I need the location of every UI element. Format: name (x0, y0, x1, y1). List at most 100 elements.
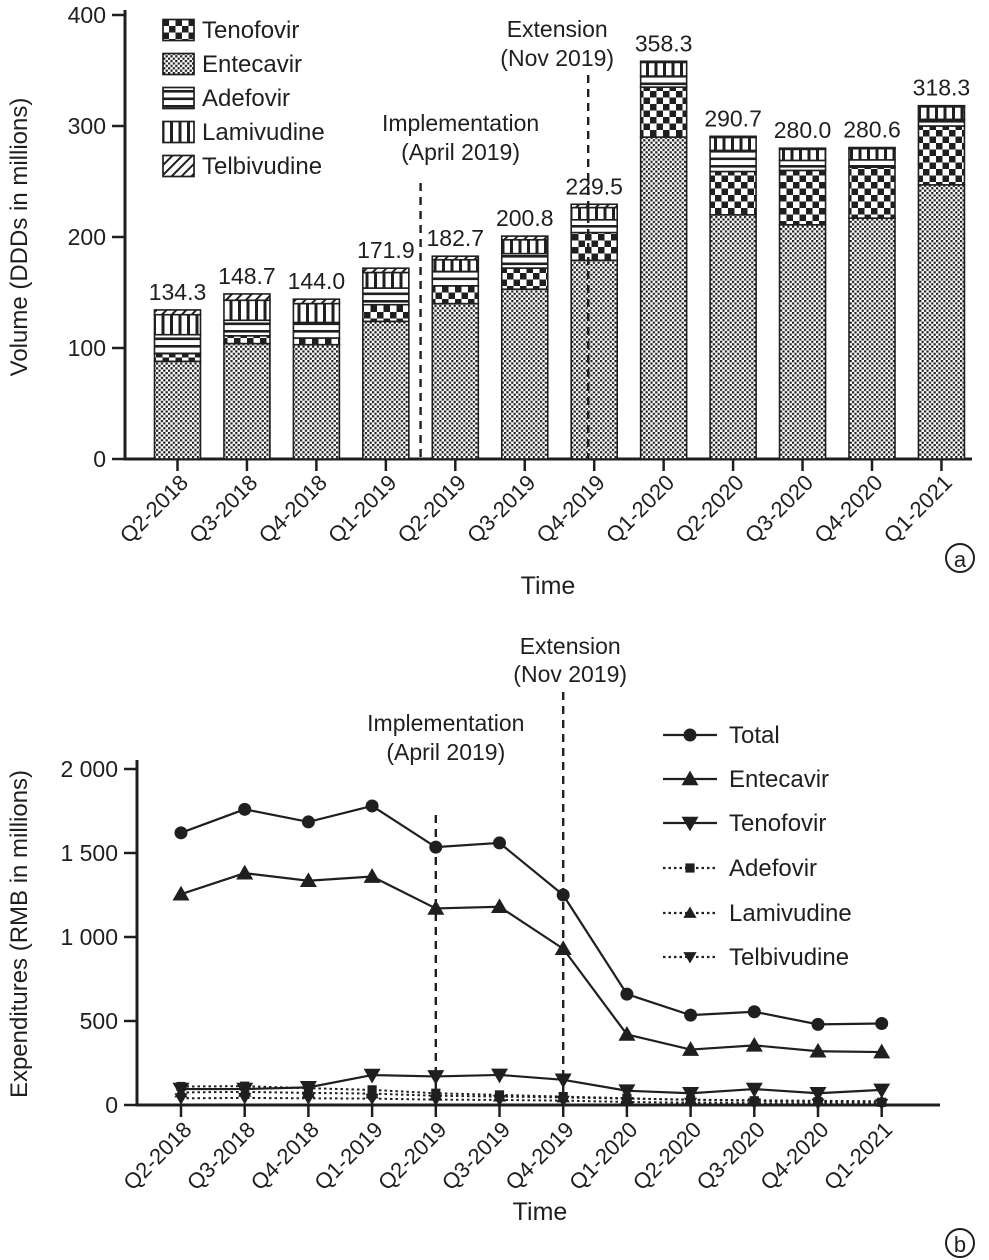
annotation-text: Extension (520, 633, 621, 659)
panel-label-a: a (945, 543, 975, 573)
bar-segment-telbivudine (917, 104, 966, 108)
bar-segment-telbivudine (778, 147, 827, 151)
bar-Q4-2020 (848, 146, 896, 460)
bar-total-label: 134.3 (149, 279, 207, 305)
bar-total-label: 280.0 (774, 117, 832, 143)
y-tick-label: 500 (80, 1008, 118, 1034)
y-axis-title: Volume (DDDs in millions) (6, 98, 33, 377)
bar-segment-tenofovir (223, 334, 271, 345)
bar-segment-adefovir (709, 149, 757, 173)
x-tick-label: Q1-2021 (879, 470, 957, 548)
bar-total-label: 200.8 (496, 205, 554, 231)
bar-segment-lamivudine (500, 238, 549, 255)
bar-segment-lamivudine (709, 136, 757, 152)
y-tick-label: 200 (68, 224, 106, 250)
bar-segment-telbivudine (570, 203, 619, 209)
x-tick-label: Q4-2020 (809, 470, 887, 548)
annotation-extension: Extension(Nov 2019) (500, 16, 614, 459)
bar-segment-telbivudine (848, 146, 896, 150)
bar-Q2-2018 (153, 309, 202, 460)
annotation-text: (Nov 2019) (513, 661, 627, 687)
legend-item-tenofovir: Tenofovir (663, 810, 826, 837)
bar-segment-tenofovir (362, 303, 410, 323)
volume-legend: Tenofovir Entecavir Adefovir Lamivudine Telb… (162, 17, 325, 180)
bar-segment-tenofovir (917, 125, 966, 186)
x-tick-label: Q3-2018 (184, 470, 262, 548)
stacked-bars (153, 60, 966, 460)
legend-item-total: Total (663, 722, 780, 749)
legend-label: Adefovir (202, 85, 290, 112)
bar-segment-tenofovir (639, 86, 688, 138)
bar-segment-adefovir (292, 321, 341, 339)
x-tick-label: Q1-2021 (819, 1117, 897, 1195)
legend-label: Total (729, 722, 780, 749)
bar-segment-adefovir (848, 159, 896, 168)
bar-segment-entecavir (709, 214, 757, 460)
expenditure-legend: Total Entecavir Tenofovir Adefovir Lamivudin… (663, 722, 852, 971)
annotation-extension: Extension(Nov 2019) (513, 633, 627, 1105)
bar-segment-entecavir (778, 223, 827, 460)
bar-segment-adefovir (778, 159, 827, 172)
x-axis-title: Time (521, 572, 576, 600)
bar-segment-entecavir (431, 302, 480, 460)
bar-segment-entecavir (153, 360, 202, 460)
bar-Q2-2019 (431, 255, 480, 460)
y-tick-label: 1 500 (60, 840, 118, 866)
expenditure-line-chart: 0 500 1 000 1 500 2 000 Q2-2018Q3-2018Q4-2018… (6, 633, 940, 1226)
bar-segment-entecavir (639, 136, 688, 460)
bar-segment-adefovir (570, 218, 619, 234)
checker-swatch-icon (162, 18, 195, 42)
bar-segment-tenofovir (153, 352, 202, 363)
annotation-text: Extension (507, 16, 608, 42)
annotation-text: Implementation (367, 710, 524, 736)
x-tick-label: Q2-2019 (373, 1117, 451, 1195)
bar-segment-lamivudine (778, 148, 827, 162)
legend-item-entecavir: Entecavir (162, 51, 302, 78)
x-tick-label: Q2-2018 (115, 470, 193, 548)
bar-segment-lamivudine (848, 147, 896, 161)
volume-stacked-bar-chart: 0 100 200 300 400 Q2-2018Q3-2018Q4-2018Q1-201… (6, 2, 972, 600)
bar-segment-entecavir (500, 288, 549, 460)
bar-segment-lamivudine (223, 299, 271, 322)
x-tick-label: Q4-2019 (501, 1117, 579, 1195)
legend-item-tenofovir: Tenofovir (162, 17, 299, 44)
bar-Q4-2018 (292, 298, 341, 460)
series-total (174, 799, 889, 1031)
bar-total-label: 144.0 (288, 268, 346, 294)
annotation-text: (April 2019) (386, 739, 505, 765)
legend-label: Telbivudine (202, 153, 322, 180)
legend-label: Entecavir (202, 51, 302, 78)
diag-swatch-icon (162, 154, 195, 178)
x-tick-label: Q3-2020 (740, 470, 818, 548)
legend-item-adefovir: Adefovir (663, 855, 817, 882)
bar-total-label: 290.7 (704, 105, 762, 131)
bar-total-label: 280.6 (843, 117, 901, 143)
annotation-text: (April 2019) (401, 139, 520, 165)
bar-segment-tenofovir (848, 166, 896, 219)
legend-label: Adefovir (729, 855, 817, 882)
bar-Q1-2019 (362, 267, 410, 460)
bar-Q3-2020 (778, 147, 827, 460)
bar-segment-telbivudine (500, 235, 549, 241)
bar-Q2-2020 (709, 135, 757, 460)
legend-label: Telbivudine (729, 944, 849, 971)
bar-segment-adefovir (500, 252, 549, 269)
bar-segment-entecavir (917, 184, 966, 460)
bar-total-label: 182.7 (427, 225, 485, 251)
y-tick-label: 100 (68, 335, 106, 361)
bar-segment-lamivudine (292, 302, 341, 324)
x-tick-label: Q4-2018 (246, 1117, 324, 1195)
bar-segment-adefovir (362, 287, 410, 306)
bar-segment-telbivudine (431, 255, 480, 261)
bar-Q3-2018 (223, 293, 271, 460)
bar-segment-adefovir (639, 75, 688, 88)
dots-swatch-icon (162, 52, 195, 76)
legend-item-adefovir: Adefovir (162, 85, 290, 112)
y-tick-label: 300 (68, 113, 106, 139)
bar-segment-lamivudine (431, 258, 480, 273)
x-tick-label: Q2-2020 (628, 1117, 706, 1195)
x-tick-label: Q3-2019 (462, 470, 540, 548)
series-tenofovir (172, 1068, 891, 1102)
bar-segment-telbivudine (709, 135, 757, 139)
x-tick-label: Q3-2019 (437, 1117, 515, 1195)
